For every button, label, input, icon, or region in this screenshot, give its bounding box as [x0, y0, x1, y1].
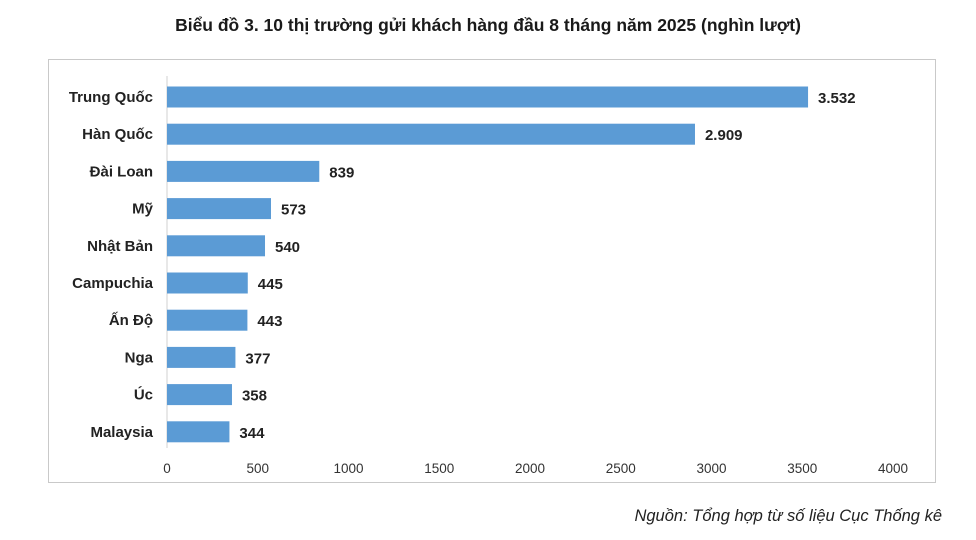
bar — [167, 421, 230, 443]
bar — [167, 235, 266, 257]
value-label: 344 — [239, 425, 265, 442]
value-label: 445 — [258, 276, 283, 293]
bar — [167, 272, 248, 294]
bar — [167, 86, 809, 108]
value-label: 358 — [242, 388, 267, 405]
value-label: 443 — [257, 313, 282, 330]
category-label: Ấn Độ — [109, 312, 153, 329]
source-note: Nguồn: Tổng hợp từ số liệu Cục Thống kê — [634, 507, 942, 525]
category-label: Nga — [125, 349, 154, 366]
x-tick-label: 0 — [163, 461, 171, 476]
bar — [167, 160, 320, 182]
category-label: Hàn Quốc — [82, 126, 153, 143]
bar — [167, 123, 695, 145]
x-tick-label: 500 — [246, 461, 269, 476]
value-label: 3.532 — [818, 90, 856, 107]
x-tick-label: 1000 — [333, 461, 363, 476]
x-tick-label: 2500 — [606, 461, 636, 476]
value-label: 2.909 — [705, 127, 743, 144]
bar — [167, 346, 236, 368]
x-tick-label: 2000 — [515, 461, 545, 476]
category-label: Nhật Bản — [87, 238, 153, 255]
value-label: 540 — [275, 239, 300, 256]
x-tick-label: 4000 — [878, 461, 908, 476]
bar — [167, 384, 232, 406]
category-label: Campuchia — [72, 275, 154, 292]
category-label: Malaysia — [90, 424, 153, 441]
chart-title: Biểu đồ 3. 10 thị trường gửi khách hàng … — [175, 15, 801, 35]
bar — [167, 309, 248, 331]
value-label: 839 — [329, 164, 354, 181]
category-label: Trung Quốc — [69, 89, 153, 106]
x-tick-label: 3500 — [787, 461, 817, 476]
value-label: 377 — [245, 350, 270, 367]
bar-chart: Trung Quốc 3.532 Hàn Quốc 2.909 Đài Loan 839 M… — [69, 76, 908, 476]
x-tick-label: 1500 — [424, 461, 454, 476]
category-label: Đài Loan — [90, 163, 153, 180]
bar — [167, 198, 271, 220]
x-tick-label: 3000 — [696, 461, 726, 476]
category-label: Úc — [134, 386, 153, 404]
category-label: Mỹ — [132, 201, 153, 218]
value-label: 573 — [281, 202, 306, 219]
chart-area: Trung Quốc 3.532 Hàn Quốc 2.909 Đài Loan 839 M… — [48, 59, 936, 483]
